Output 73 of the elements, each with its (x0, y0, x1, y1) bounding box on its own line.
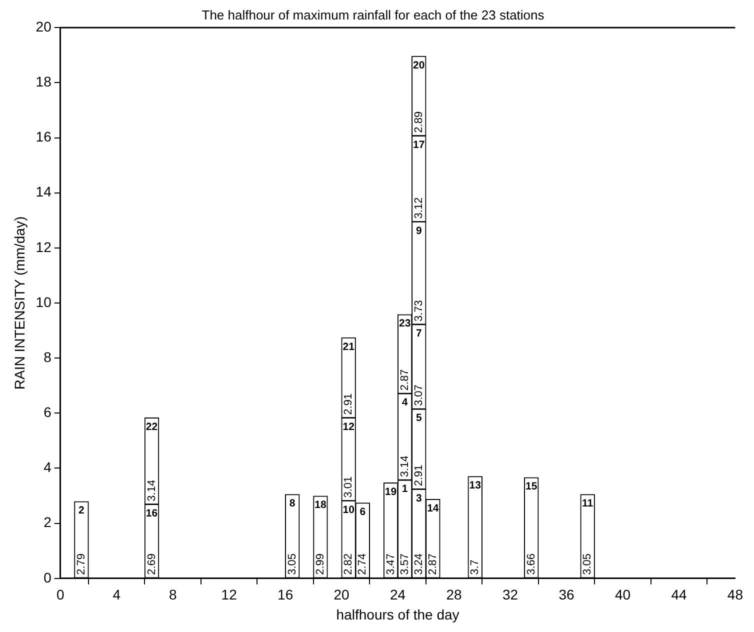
data-label: 2.91 (342, 393, 355, 415)
data-label: 2.79 (75, 553, 88, 575)
data-label: 2.87 (426, 553, 439, 575)
annotation: 17 (413, 138, 425, 151)
x-tick-label: 24 (390, 586, 406, 603)
x-tick-label: 16 (278, 586, 294, 603)
annotation: 7 (416, 328, 422, 340)
data-label: 2.87 (398, 369, 411, 391)
y-tick-label: 18 (36, 74, 52, 90)
data-label: 3.07 (412, 384, 425, 406)
data-label: 2.89 (412, 111, 425, 133)
x-tick-label: 40 (614, 586, 631, 603)
annotation: 10 (342, 504, 355, 516)
y-tick-label: 8 (44, 348, 52, 365)
x-tick-label: 4 (112, 586, 121, 603)
annotation: 4 (402, 396, 408, 409)
annotation: 16 (146, 507, 158, 520)
annotation: 6 (360, 506, 366, 518)
data-label: 2.91 (412, 464, 425, 486)
annotation: 1 (402, 483, 408, 496)
chart-title: The halfhour of maximum rainfall for each of the 23 stations (202, 7, 545, 22)
annotation: 21 (342, 340, 355, 353)
y-tick-label: 6 (44, 404, 52, 420)
y-tick-label: 0 (44, 569, 52, 586)
annotation: 13 (469, 480, 482, 492)
x-tick-label: 0 (56, 586, 64, 603)
data-label: 3.66 (525, 553, 538, 575)
data-label: 2.69 (146, 553, 158, 575)
data-label: 3.14 (398, 456, 411, 478)
annotation: 8 (289, 498, 296, 510)
y-tick-label: 2 (44, 514, 52, 530)
data-label: 2.82 (342, 553, 355, 575)
x-tick-label: 48 (727, 586, 744, 603)
y-tick-label: 4 (44, 459, 52, 476)
y-tick-label: 16 (36, 128, 52, 145)
y-tick-label: 10 (36, 294, 52, 310)
data-label: 2.74 (356, 553, 369, 575)
annotation: 22 (146, 420, 158, 433)
annotation: 20 (413, 59, 425, 72)
x-tick-label: 44 (671, 586, 687, 603)
annotation: 19 (384, 486, 397, 498)
annotation: 23 (398, 318, 411, 330)
x-tick-label: 36 (558, 586, 574, 603)
x-tick-label: 8 (168, 586, 177, 603)
data-label: 3.7 (469, 560, 482, 575)
annotation: 18 (314, 499, 326, 512)
annotation: 3 (416, 492, 422, 504)
y-tick-label: 20 (36, 18, 52, 34)
data-label: 3.47 (384, 553, 397, 575)
y-tick-label: 12 (36, 238, 52, 255)
x-tick-label: 32 (502, 586, 518, 603)
annotation: 12 (342, 420, 355, 433)
annotation: 5 (416, 412, 422, 424)
data-label: 3.05 (582, 553, 594, 575)
annotation: 9 (416, 224, 422, 237)
annotation: 14 (427, 502, 439, 514)
x-axis-title: halfhours of the day (336, 606, 460, 622)
annotation: 11 (582, 498, 594, 510)
y-tick-label: 14 (36, 184, 52, 200)
x-tick-label: 20 (334, 586, 350, 603)
annotation: 15 (526, 480, 538, 493)
data-label: 3.24 (412, 553, 425, 575)
x-tick-label: 28 (446, 586, 462, 603)
data-label: 3.73 (412, 300, 425, 322)
annotation: 2 (78, 504, 85, 517)
data-label: 3.05 (286, 553, 298, 575)
data-label: 3.01 (342, 476, 355, 498)
data-label: 3.14 (146, 480, 158, 502)
y-axis-title: RAIN INTENSITY (mm/day) (11, 216, 28, 390)
data-label: 3.57 (398, 553, 411, 575)
x-tick-label: 12 (221, 586, 238, 603)
data-label: 2.99 (314, 553, 326, 575)
data-label: 3.12 (412, 197, 425, 219)
